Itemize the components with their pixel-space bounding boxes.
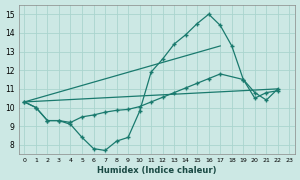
X-axis label: Humidex (Indice chaleur): Humidex (Indice chaleur) [97,166,217,175]
